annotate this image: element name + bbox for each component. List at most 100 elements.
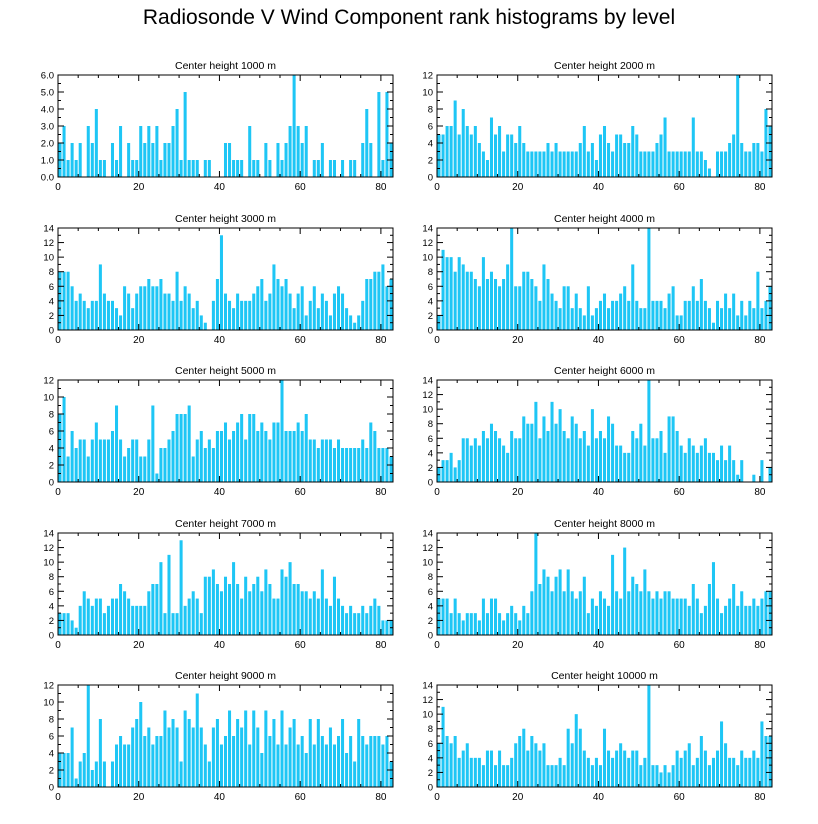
chart-7-bar — [183, 605, 187, 635]
chart-6-bar — [760, 460, 764, 482]
chart-7-bar — [82, 591, 86, 635]
chart-1-xtick-label: 20 — [133, 182, 145, 193]
chart-3-bar — [187, 293, 191, 330]
chart-1-title: Center height 1000 m — [175, 60, 276, 72]
chart-2-bar — [489, 117, 494, 177]
chart-2-bar — [461, 109, 465, 177]
chart-6-bar — [647, 380, 651, 482]
chart-7-bar — [232, 562, 236, 635]
chart-1-bar — [365, 109, 369, 177]
chart-6-bar — [724, 460, 728, 482]
chart-5-bar — [304, 414, 308, 482]
chart-4-bar — [498, 286, 502, 330]
chart-9-bar — [260, 753, 264, 787]
chart-4-bar — [485, 279, 489, 330]
chart-5-bar — [195, 439, 199, 482]
chart-9-bar — [332, 744, 336, 787]
chart-2-bar — [445, 126, 449, 177]
chart-9-xtick-label: 40 — [214, 792, 226, 803]
chart-6-bar — [631, 431, 635, 482]
chart-9-bar — [336, 736, 341, 787]
chart-5-bar — [119, 439, 123, 482]
chart-2-bar — [566, 151, 570, 177]
chart-1-bar — [191, 160, 195, 177]
chart-1-bar — [74, 160, 78, 177]
chart-5-xtick-label: 20 — [133, 487, 145, 498]
chart-3-bar — [365, 279, 369, 330]
chart-7-bar — [320, 569, 324, 635]
chart-2-bar — [760, 151, 764, 177]
chart-7-bar — [304, 591, 308, 635]
chart-10-bar — [740, 750, 744, 787]
chart-1-bar — [119, 126, 123, 177]
chart-6-bar — [485, 438, 489, 482]
chart-2-bar — [590, 143, 594, 177]
chart-4-bar — [469, 271, 473, 330]
chart-7-ytick-label: 8 — [49, 572, 54, 583]
chart-3-xtick-label: 60 — [295, 335, 307, 346]
chart-4-bar — [711, 322, 715, 330]
chart-5-bar — [369, 422, 373, 482]
chart-1-ytick-label: 6.0 — [41, 71, 54, 82]
chart-3-bar — [341, 293, 345, 330]
chart-5-bar — [365, 448, 369, 482]
chart-10-bar — [627, 757, 631, 787]
chart-5-bar — [175, 414, 179, 482]
chart-7-bar — [385, 620, 389, 635]
chart-9-bar — [357, 719, 361, 787]
chart-3-bar — [155, 286, 159, 330]
chart-6-bar — [465, 438, 469, 482]
chart-10-bar — [498, 750, 502, 787]
chart-2-bar — [623, 143, 627, 177]
chart-8-bar — [631, 576, 635, 635]
chart-2-bar — [748, 151, 752, 177]
chart-9-bar — [219, 744, 223, 787]
chart-7-bar — [66, 613, 70, 635]
chart-5-bar — [316, 448, 320, 482]
chart-3-bar — [98, 264, 102, 330]
chart-8-bar — [550, 591, 554, 635]
chart-5-bar — [385, 448, 389, 482]
chart-1-bar — [62, 126, 66, 177]
chart-5-bar — [361, 439, 365, 482]
chart-5-bar — [94, 422, 98, 482]
chart-3-bar — [94, 300, 98, 330]
chart-10-bar — [756, 757, 760, 787]
chart-10-bar — [485, 750, 489, 787]
chart-9-bar — [252, 710, 256, 787]
chart-10-ytick-label: 12 — [422, 695, 433, 706]
chart-4-bar — [651, 300, 655, 330]
chart-8-bar — [510, 605, 514, 635]
chart-3-bar — [183, 286, 187, 330]
chart-2-ytick-label: 2 — [428, 156, 433, 167]
chart-5-bar — [308, 439, 312, 482]
chart-9-bar — [62, 753, 66, 787]
chart-4-bar — [619, 293, 623, 330]
chart-5-bar — [328, 439, 332, 482]
chart-1-bar — [268, 160, 272, 177]
chart-5-bar — [98, 439, 102, 482]
chart-9-bar — [131, 727, 135, 787]
chart-2-bar — [602, 126, 607, 177]
chart-8-bar — [752, 598, 756, 635]
chart-5-bar — [336, 439, 341, 482]
chart-8-bar — [760, 598, 764, 635]
chart-4-bar — [453, 271, 457, 330]
chart-6-bar — [602, 438, 607, 482]
chart-7-bar — [288, 562, 292, 635]
chart-3-bar — [332, 293, 336, 330]
chart-6-bar — [582, 431, 586, 482]
chart-6-bar — [530, 423, 534, 482]
chart-3-bar — [240, 300, 244, 330]
chart-3-bar — [70, 286, 74, 330]
chart-3-ytick-label: 10 — [43, 253, 54, 264]
chart-8-bar — [598, 591, 602, 635]
chart-5-bar — [187, 405, 191, 482]
chart-1-xtick-label: 60 — [295, 182, 307, 193]
chart-4-bar — [699, 279, 703, 330]
chart-1-bar — [151, 143, 155, 177]
chart-8-bar — [582, 576, 586, 635]
chart-10-bar — [675, 750, 679, 787]
chart-5-bar — [215, 431, 219, 482]
chart-9-xtick-label: 20 — [133, 792, 145, 803]
